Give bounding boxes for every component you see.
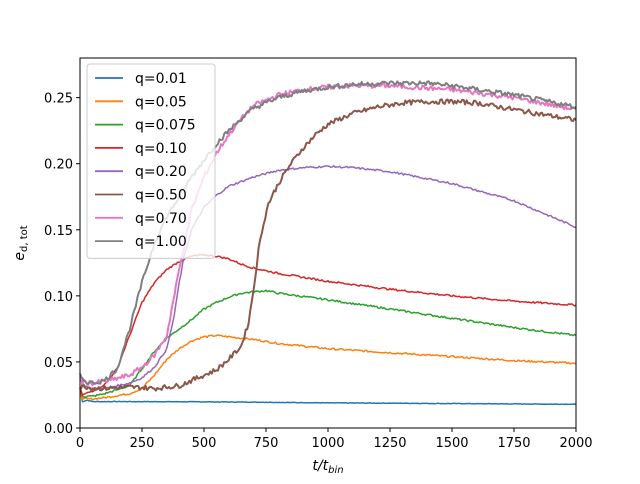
y-axis-label: ed, tot (12, 225, 30, 260)
legend-label: q=0.05 (135, 94, 187, 110)
series-line-q-0-01 (79, 388, 577, 406)
legend-label: q=0.50 (135, 188, 187, 204)
x-tick-label: 1750 (497, 436, 530, 451)
y-tick-label: 0.20 (44, 158, 73, 173)
legend: q=0.01 q=0.05 q=0.075 q=0.10 q=0.20 q=0.50 q=0… (86, 63, 216, 259)
y-tick-label: 0.15 (44, 224, 73, 239)
legend-box (86, 63, 216, 259)
legend-label: q=0.01 (135, 71, 187, 87)
y-axis-label-sub: d, tot (19, 225, 30, 252)
x-axis: 0 250 500 750 1000 1250 1500 1750 2000 (76, 428, 593, 451)
x-tick-label: 750 (254, 436, 279, 451)
y-tick-label: 0.05 (44, 356, 73, 371)
x-tick-label: 0 (76, 436, 84, 451)
x-axis-label: t/tbin (312, 458, 343, 476)
x-tick-label: 1250 (373, 436, 406, 451)
x-axis-label-sub: bin (328, 465, 343, 476)
y-axis: 0.00 0.05 0.10 0.15 0.20 0.25 (44, 92, 80, 437)
y-tick-label: 0.10 (44, 290, 73, 305)
series-line-q-0-10 (79, 253, 577, 397)
x-tick-label: 250 (130, 436, 155, 451)
x-tick-label: 2000 (559, 436, 592, 451)
x-axis-label-main: t/t (312, 458, 328, 474)
y-axis-label-main: e (12, 252, 28, 261)
x-tick-label: 1000 (311, 436, 344, 451)
series-line-q-0-20 (79, 164, 577, 390)
legend-label: q=1.00 (135, 234, 187, 250)
legend-label: q=0.10 (135, 141, 187, 157)
series-line-q-0-50 (79, 98, 577, 392)
y-tick-label: 0.00 (44, 422, 73, 437)
legend-label: q=0.20 (135, 164, 187, 180)
series-line-q-0-05 (79, 334, 577, 401)
x-tick-label: 1500 (435, 436, 468, 451)
legend-label: q=0.075 (135, 118, 196, 134)
y-tick-label: 0.25 (44, 92, 73, 107)
legend-label: q=0.70 (135, 211, 187, 227)
x-tick-label: 500 (192, 436, 217, 451)
